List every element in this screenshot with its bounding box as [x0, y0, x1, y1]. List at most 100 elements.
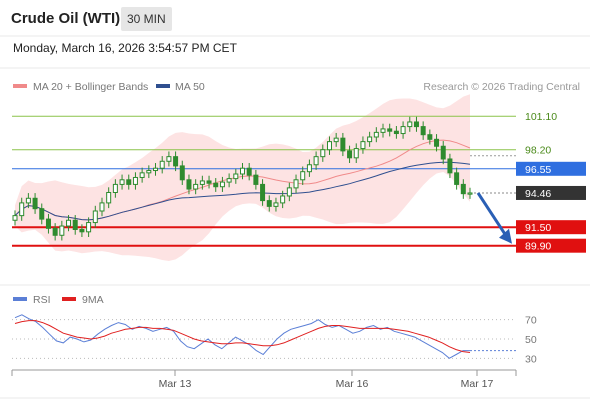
candle [159, 156, 165, 174]
candle [240, 163, 245, 180]
level-label-98.20: 98.20 [525, 145, 551, 157]
forecast-arrow-head [499, 228, 512, 244]
candle [106, 187, 112, 209]
candle [92, 205, 98, 228]
candle [139, 167, 145, 183]
candle [79, 224, 85, 238]
candle [413, 116, 419, 132]
candle [179, 160, 185, 185]
candle [280, 190, 286, 209]
candle [226, 173, 232, 188]
x-axis: Mar 13 Mar 16 Mar 17 [11, 370, 517, 390]
candle [380, 123, 386, 138]
forecast-arrow-layer [476, 192, 512, 244]
candle [367, 131, 373, 147]
candle [66, 215, 72, 232]
candles [12, 116, 473, 241]
rsi-ma-legend-label: 9MA [82, 294, 104, 306]
candle [373, 127, 379, 143]
level-tag-91.50 [516, 220, 586, 235]
candle [186, 174, 192, 195]
candle [434, 134, 440, 152]
candle [132, 172, 138, 190]
candle [72, 215, 78, 235]
candle [166, 151, 172, 167]
candle [420, 121, 426, 140]
candle [440, 141, 446, 165]
rsi-ma-line [14, 320, 471, 353]
candle [300, 166, 306, 185]
x-tick-label: Mar 13 [159, 378, 192, 390]
chart-header: Crude Oil (WTI) 30 MIN [0, 0, 590, 36]
level-label-94.46: 94.46 [525, 188, 551, 200]
level-label-91.50: 91.50 [525, 222, 551, 234]
candle [219, 176, 225, 192]
candle [326, 136, 332, 155]
candle [213, 178, 219, 192]
candle [427, 129, 433, 145]
candle [253, 169, 259, 190]
candle [112, 179, 118, 198]
candle [59, 220, 65, 241]
candle [353, 143, 359, 164]
candle [273, 197, 279, 212]
candle [173, 151, 179, 172]
candle [460, 179, 466, 199]
candle [206, 175, 212, 189]
candle [313, 151, 319, 170]
candle [146, 165, 152, 179]
candle [233, 168, 239, 184]
rsi-ma-legend-swatch [62, 297, 76, 301]
rsi-tick-70: 70 [525, 315, 537, 327]
candle [447, 153, 453, 179]
candle [293, 174, 299, 194]
candle [119, 174, 125, 190]
candle [32, 193, 38, 214]
x-tick-label: Mar 17 [461, 378, 494, 390]
candle [39, 203, 45, 225]
rsi-line [14, 314, 470, 359]
candle [340, 132, 346, 157]
candle [306, 159, 312, 177]
rsi-legend-label: RSI [33, 294, 51, 306]
candle [126, 174, 132, 190]
research-credit: Research © 2026 Trading Central [423, 81, 580, 93]
candle [19, 197, 25, 221]
forecast-arrow [476, 192, 508, 237]
candle [407, 116, 413, 132]
candle [320, 144, 326, 162]
candle [12, 210, 18, 226]
chart-datetime: Monday, March 16, 2026 3:54:57 PM CET [13, 41, 237, 55]
level-tags: 101.10 98.20 96.55 94.46 91.50 89.90 [516, 111, 586, 253]
ma50-line [14, 161, 471, 221]
candle [347, 145, 353, 164]
candle [286, 182, 292, 202]
candle [199, 175, 205, 190]
candle [467, 187, 473, 199]
level-label-96.55: 96.55 [525, 164, 551, 176]
level-label-101.10: 101.10 [525, 111, 557, 123]
level-tag-96.55 [516, 161, 586, 176]
level-tag-94.46 [516, 185, 586, 200]
x-tick-label: Mar 16 [336, 378, 369, 390]
rsi-panel: 70 50 30 [12, 314, 537, 365]
candle [266, 195, 272, 212]
candle [99, 197, 105, 217]
instrument-title: Crude Oil (WTI) [11, 10, 121, 27]
candle [454, 167, 460, 190]
candle [153, 163, 159, 176]
ma50-legend-label: MA 50 [175, 81, 205, 93]
level-tag-89.90 [516, 238, 586, 253]
ma50-legend-swatch [156, 84, 170, 88]
candle [400, 121, 406, 139]
candle [52, 223, 58, 241]
rsi-tick-30: 30 [525, 353, 537, 365]
ma20-legend-swatch [13, 84, 27, 88]
candle [333, 132, 339, 147]
timeframe-button[interactable]: 30 MIN [121, 7, 172, 31]
level-label-89.90: 89.90 [525, 241, 551, 253]
candle [193, 179, 199, 195]
candle [25, 193, 31, 209]
candle [45, 213, 51, 234]
